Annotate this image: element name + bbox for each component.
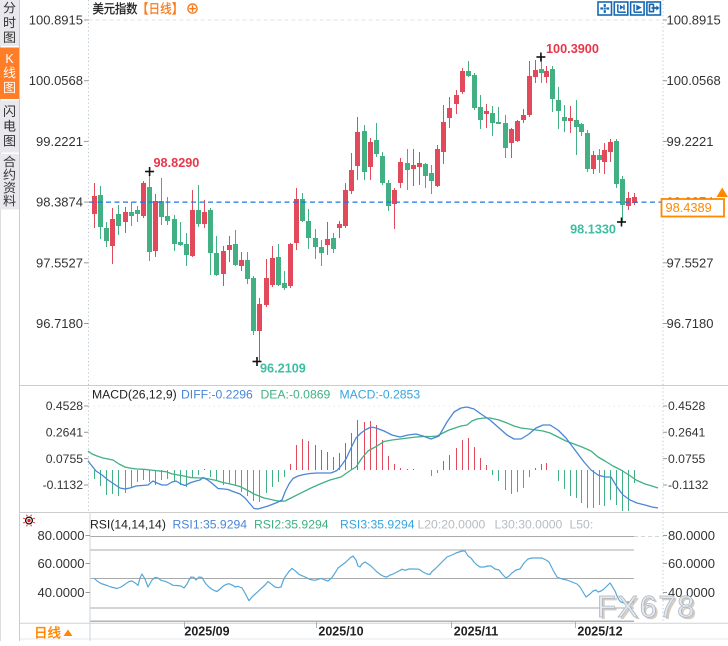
svg-text:60.0000: 60.0000 [38,556,85,571]
svg-text:-0.1132: -0.1132 [43,478,84,492]
svg-text:L20:20.0000: L20:20.0000 [418,518,486,532]
svg-text:97.5527: 97.5527 [667,255,714,270]
svg-text:RSI2:35.9294: RSI2:35.9294 [254,518,329,532]
svg-text:RSI3:35.9294: RSI3:35.9294 [340,518,415,532]
svg-text:100.0568: 100.0568 [29,73,83,88]
svg-text:96.7180: 96.7180 [36,316,83,331]
svg-text:MACD(26,12,9): MACD(26,12,9) [92,388,177,402]
svg-text:0.4528: 0.4528 [46,399,83,413]
svg-text:FX678: FX678 [597,589,696,624]
svg-text:80.0000: 80.0000 [668,528,715,543]
svg-text:0.2641: 0.2641 [668,426,705,440]
svg-text:0.0755: 0.0755 [46,452,83,466]
svg-text:96.2109: 96.2109 [260,362,306,376]
svg-text:96.7180: 96.7180 [667,316,714,331]
svg-text:DEA:-0.0869: DEA:-0.0869 [261,388,331,402]
svg-text:40.0000: 40.0000 [38,585,85,600]
svg-text:L30:30.0000: L30:30.0000 [495,518,563,532]
svg-text:98.3874: 98.3874 [36,195,83,210]
svg-text:100.3900: 100.3900 [546,42,599,56]
svg-text:DIFF:-0.2296: DIFF:-0.2296 [181,388,253,402]
svg-text:RSI(14,14,14): RSI(14,14,14) [90,518,166,532]
svg-text:0.0755: 0.0755 [668,452,705,466]
svg-text:98.8290: 98.8290 [154,156,200,170]
svg-text:2025/09: 2025/09 [184,625,229,639]
svg-text:K: K [5,52,14,66]
svg-text:RSI1:35.9294: RSI1:35.9294 [173,518,248,532]
svg-text:100.8915: 100.8915 [667,13,721,28]
svg-text:0.2641: 0.2641 [46,426,83,440]
svg-text:2025/10: 2025/10 [318,625,363,639]
svg-text:97.5527: 97.5527 [36,255,83,270]
svg-text:L50:: L50: [570,518,594,532]
svg-text:2025/11: 2025/11 [454,625,499,639]
svg-text:99.2221: 99.2221 [36,134,83,149]
svg-text:MACD:-0.2853: MACD:-0.2853 [340,388,421,402]
svg-text:98.4389: 98.4389 [666,200,712,215]
svg-text:2025/12: 2025/12 [577,625,622,639]
svg-text:98.1330: 98.1330 [570,223,616,237]
svg-text:60.0000: 60.0000 [668,556,715,571]
svg-text:80.0000: 80.0000 [38,528,85,543]
svg-text:100.0568: 100.0568 [667,73,721,88]
svg-text:100.8915: 100.8915 [29,13,83,28]
svg-text:-0.1132: -0.1132 [668,478,709,492]
svg-text:0.4528: 0.4528 [668,399,705,413]
svg-text:99.2221: 99.2221 [667,134,714,149]
